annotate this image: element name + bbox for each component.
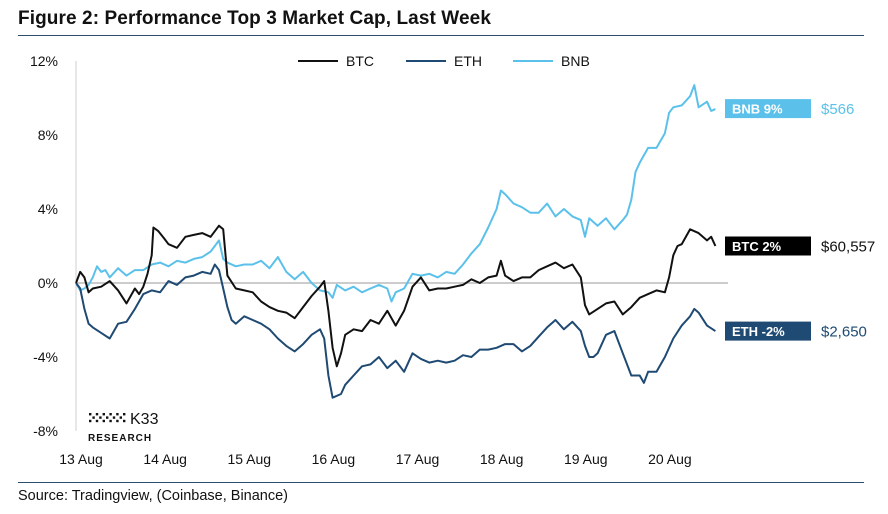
legend: BTC ETH BNB bbox=[298, 53, 590, 69]
plot-area: -8% -4% 0% 4% 8% 12% 13 Aug 14 Aug 15 Aug 16 Aug… bbox=[30, 53, 875, 467]
series-line-eth bbox=[75, 263, 716, 399]
x-tick-label: 19 Aug bbox=[564, 451, 608, 467]
y-tick-label: -4% bbox=[33, 349, 58, 365]
end-badge-bnb bbox=[725, 99, 811, 119]
logo-dot bbox=[102, 419, 105, 423]
x-axis-ticks: 13 Aug 14 Aug 15 Aug 16 Aug 17 Aug 18 Aug 19 A… bbox=[59, 451, 692, 467]
end-labels: BTC 2% $60,557 ETH -2% $2,650 BNB 9% $566 bbox=[725, 99, 875, 341]
logo-dot bbox=[95, 413, 99, 416]
legend-label: ETH bbox=[454, 53, 482, 69]
logo-dot bbox=[119, 416, 122, 419]
x-tick-label: 17 Aug bbox=[396, 451, 440, 467]
y-tick-label: 4% bbox=[38, 201, 58, 217]
title-divider bbox=[18, 35, 864, 36]
y-tick-label: 0% bbox=[38, 275, 58, 291]
logo-dot bbox=[109, 413, 112, 416]
end-badge-label: BNB 9% bbox=[732, 102, 783, 117]
logo-dot bbox=[99, 416, 102, 419]
logo-dot bbox=[123, 419, 126, 423]
logo-dot bbox=[123, 413, 126, 416]
logo-dot bbox=[109, 419, 112, 423]
k33-logo-mark-icon bbox=[89, 413, 126, 423]
x-tick-label: 15 Aug bbox=[227, 451, 271, 467]
logo-dot bbox=[89, 413, 92, 416]
chart-title: Figure 2: Performance Top 3 Market Cap, … bbox=[18, 8, 491, 29]
x-tick-label: 20 Aug bbox=[648, 451, 692, 467]
logo-text: K33 bbox=[130, 411, 159, 428]
x-tick-label: 18 Aug bbox=[480, 451, 524, 467]
end-price-label: $566 bbox=[821, 101, 854, 118]
end-price-label: $60,557 bbox=[821, 239, 875, 256]
logo-dot bbox=[112, 416, 116, 419]
logo-dot bbox=[116, 413, 119, 416]
legend-label: BTC bbox=[346, 53, 374, 69]
y-tick-label: -8% bbox=[33, 423, 58, 439]
logo-subtext: RESEARCH bbox=[88, 433, 152, 444]
logo-dot bbox=[116, 419, 119, 423]
x-tick-label: 14 Aug bbox=[143, 451, 187, 467]
end-price-label: $2,650 bbox=[821, 324, 867, 341]
logo-dot bbox=[106, 416, 109, 419]
logo-dot bbox=[102, 413, 105, 416]
y-tick-label: 8% bbox=[38, 127, 58, 143]
y-tick-label: 12% bbox=[30, 53, 58, 69]
series-line-bnb bbox=[75, 84, 716, 303]
logo-dot bbox=[89, 419, 92, 423]
source-divider bbox=[18, 482, 864, 483]
x-tick-label: 13 Aug bbox=[59, 451, 103, 467]
legend-label: BNB bbox=[561, 53, 590, 69]
k33-logo: K33 RESEARCH bbox=[88, 411, 159, 444]
logo-dot bbox=[92, 416, 95, 419]
y-axis-ticks: -8% -4% 0% 4% 8% 12% bbox=[30, 53, 58, 439]
end-badge-btc bbox=[725, 236, 811, 256]
x-tick-label: 16 Aug bbox=[312, 451, 356, 467]
end-badge-label: ETH -2% bbox=[732, 324, 785, 339]
end-badge-eth bbox=[725, 321, 811, 341]
source-note: Source: Tradingview, (Coinbase, Binance) bbox=[18, 488, 289, 504]
end-badge-label: BTC 2% bbox=[732, 239, 782, 254]
logo-dot bbox=[95, 419, 99, 423]
series-line-btc bbox=[75, 224, 717, 368]
series-lines bbox=[75, 84, 717, 399]
